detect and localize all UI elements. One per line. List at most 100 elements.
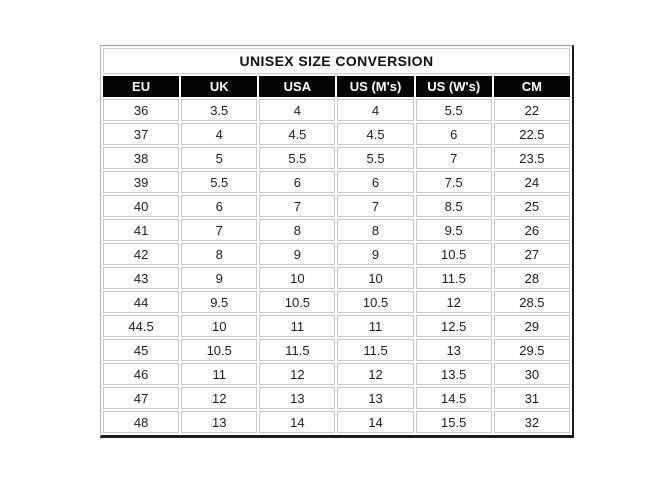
table-cell: 7.5 — [415, 171, 492, 193]
table-row: 41 7 8 8 9.5 26 — [103, 219, 570, 241]
table-cell: 9 — [259, 243, 336, 265]
table-cell: 4 — [181, 123, 258, 145]
table-cell: 10.5 — [181, 339, 258, 361]
table-cell: 9.5 — [415, 219, 492, 241]
table-cell: 11.5 — [337, 339, 414, 361]
table-cell: 44.5 — [103, 315, 180, 337]
table-cell: 7 — [415, 147, 492, 169]
table-row: 46 11 12 12 13.5 30 — [103, 363, 570, 385]
table-cell: 40 — [103, 195, 180, 217]
table-row: 45 10.5 11.5 11.5 13 29.5 — [103, 339, 570, 361]
table-cell: 44 — [103, 291, 180, 313]
table-cell: 14.5 — [415, 387, 492, 409]
table-cell: 9 — [181, 267, 258, 289]
table-cell: 29.5 — [493, 339, 570, 361]
table-cell: 5.5 — [415, 99, 492, 121]
table-cell: 12 — [337, 363, 414, 385]
table-cell: 37 — [103, 123, 180, 145]
table-cell: 12 — [415, 291, 492, 313]
table-cell: 36 — [103, 99, 180, 121]
table-cell: 45 — [103, 339, 180, 361]
table-cell: 4.5 — [337, 123, 414, 145]
table-cell: 43 — [103, 267, 180, 289]
table-cell: 10 — [337, 267, 414, 289]
table-cell: 3.5 — [181, 99, 258, 121]
table-row: 43 9 10 10 11.5 28 — [103, 267, 570, 289]
table-cell: 7 — [181, 219, 258, 241]
table-cell: 30 — [493, 363, 570, 385]
table-cell: 11 — [181, 363, 258, 385]
table-cell: 5.5 — [259, 147, 336, 169]
table-cell: 6 — [181, 195, 258, 217]
table-cell: 7 — [337, 195, 414, 217]
table-cell: 6 — [259, 171, 336, 193]
table-cell: 8.5 — [415, 195, 492, 217]
table-cell: 8 — [337, 219, 414, 241]
table-cell: 5.5 — [181, 171, 258, 193]
table-row: 40 6 7 7 8.5 25 — [103, 195, 570, 217]
table-cell: 10 — [181, 315, 258, 337]
column-header: US (M's) — [337, 76, 414, 97]
table-cell: 46 — [103, 363, 180, 385]
table-cell: 13.5 — [415, 363, 492, 385]
size-conversion-table: UNISEX SIZE CONVERSION EU UK USA US (M's) US… — [101, 46, 572, 435]
table-cell: 9.5 — [181, 291, 258, 313]
table-cell: 12 — [259, 363, 336, 385]
table-cell: 15.5 — [415, 411, 492, 433]
column-header: US (W's) — [415, 76, 492, 97]
table-cell: 22 — [493, 99, 570, 121]
table-cell: 12 — [181, 387, 258, 409]
table-cell: 4.5 — [259, 123, 336, 145]
table-row: 38 5 5.5 5.5 7 23.5 — [103, 147, 570, 169]
table-cell: 6 — [415, 123, 492, 145]
table-cell: 28.5 — [493, 291, 570, 313]
table-row: 48 13 14 14 15.5 32 — [103, 411, 570, 433]
table-cell: 29 — [493, 315, 570, 337]
table-cell: 24 — [493, 171, 570, 193]
table-cell: 10.5 — [415, 243, 492, 265]
table-cell: 31 — [493, 387, 570, 409]
table-row: 36 3.5 4 4 5.5 22 — [103, 99, 570, 121]
column-header: CM — [493, 76, 570, 97]
table-cell: 26 — [493, 219, 570, 241]
table-cell: 32 — [493, 411, 570, 433]
table-row: 39 5.5 6 6 7.5 24 — [103, 171, 570, 193]
column-header: EU — [103, 76, 180, 97]
column-header: UK — [181, 76, 258, 97]
table-cell: 22.5 — [493, 123, 570, 145]
table-cell: 12.5 — [415, 315, 492, 337]
table-cell: 4 — [259, 99, 336, 121]
table-cell: 8 — [259, 219, 336, 241]
column-header: USA — [259, 76, 336, 97]
table-cell: 7 — [259, 195, 336, 217]
table-cell: 11.5 — [259, 339, 336, 361]
table-cell: 8 — [181, 243, 258, 265]
table-row: 37 4 4.5 4.5 6 22.5 — [103, 123, 570, 145]
table-cell: 41 — [103, 219, 180, 241]
table-cell: 6 — [337, 171, 414, 193]
table-cell: 14 — [337, 411, 414, 433]
table-row: 42 8 9 9 10.5 27 — [103, 243, 570, 265]
table-cell: 11 — [259, 315, 336, 337]
table-cell: 25 — [493, 195, 570, 217]
table-cell: 13 — [181, 411, 258, 433]
title-row: UNISEX SIZE CONVERSION — [103, 48, 570, 74]
table-cell: 23.5 — [493, 147, 570, 169]
table-row: 47 12 13 13 14.5 31 — [103, 387, 570, 409]
table-title: UNISEX SIZE CONVERSION — [103, 48, 570, 74]
table-cell: 28 — [493, 267, 570, 289]
table-cell: 14 — [259, 411, 336, 433]
table-cell: 5 — [181, 147, 258, 169]
table-cell: 5.5 — [337, 147, 414, 169]
table-cell: 10.5 — [259, 291, 336, 313]
table-cell: 9 — [337, 243, 414, 265]
table-cell: 48 — [103, 411, 180, 433]
table-row: 44.5 10 11 11 12.5 29 — [103, 315, 570, 337]
table-cell: 11.5 — [415, 267, 492, 289]
table-header: UNISEX SIZE CONVERSION EU UK USA US (M's) US… — [103, 48, 570, 97]
table-cell: 39 — [103, 171, 180, 193]
table-cell: 13 — [259, 387, 336, 409]
table-cell: 13 — [337, 387, 414, 409]
column-header-row: EU UK USA US (M's) US (W's) CM — [103, 76, 570, 97]
table-cell: 10.5 — [337, 291, 414, 313]
